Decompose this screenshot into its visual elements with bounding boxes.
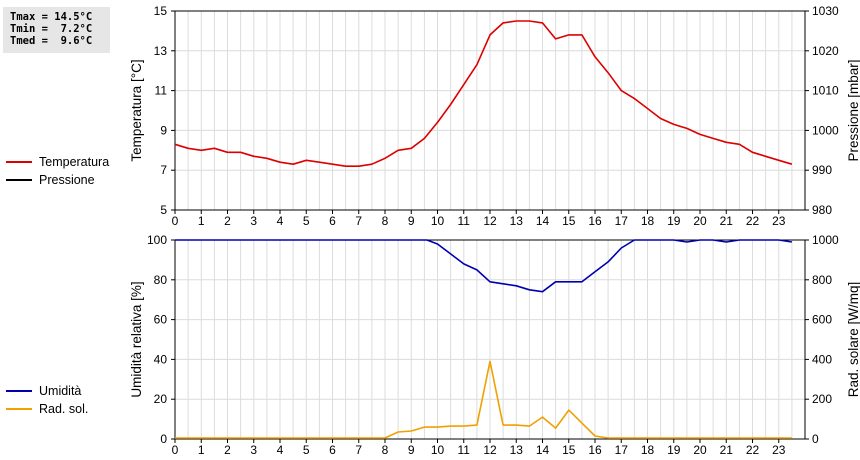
bottom-x-tick-label: 15 [562,443,576,457]
legend-label-temperatura: Temperatura [39,155,110,169]
bottom-yleft-tick-label: 0 [160,432,167,446]
top-x-tick-label: 6 [329,214,336,228]
legend-swatch-umidita [6,390,32,392]
legend-item-temperatura: Temperatura [6,153,109,171]
top-series-line-temperatura [174,20,793,167]
top-x-tick-label: 3 [250,214,257,228]
bottom-x-tick-label: 10 [431,443,445,457]
bottom-x-tick-label: 22 [746,443,760,457]
bottom-x-tick-label: 1 [198,443,205,457]
bottom-yleft-tick-label: 20 [154,392,168,406]
bottom-x-tick-label: 21 [720,443,734,457]
bottom-x-tick-label: 3 [250,443,257,457]
top-yleft-tick-label: 9 [160,123,167,137]
bottom-x-tick-label: 2 [224,443,231,457]
top-x-tick-label: 16 [588,214,602,228]
top-yleft-title: Temperatura [°C] [129,59,144,161]
top-yleft-tick-label: 13 [154,44,168,58]
bottom-x-tick-label: 12 [483,443,497,457]
top-x-tick-label: 19 [667,214,681,228]
top-x-tick-label: 0 [172,214,179,228]
stats-box: Tmax = 14.5°C Tmin = 7.2°C Tmed = 9.6°C [3,7,110,53]
top-yleft-tick-label: 5 [160,203,167,217]
legend-swatch-pressione [6,179,32,181]
bottom-x-tick-label: 5 [303,443,310,457]
bottom-x-tick-label: 8 [382,443,389,457]
top-x-tick-label: 18 [641,214,655,228]
legend-top: Temperatura Pressione [6,153,109,189]
bottom-yright-tick-label: 1000 [812,233,839,247]
legend-swatch-rad-sol [6,408,32,410]
top-yleft-tick-label: 7 [160,163,167,177]
bottom-yright-tick-label: 200 [812,392,832,406]
top-x-tick-label: 17 [615,214,629,228]
bottom-yleft-tick-label: 100 [147,233,167,247]
bottom-x-tick-label: 23 [772,443,786,457]
bottom-yleft-tick-label: 60 [154,313,168,327]
legend-swatch-temperatura [6,161,32,163]
top-yright-tick-label: 1030 [812,4,839,18]
bottom-yright-tick-label: 0 [812,432,819,446]
top-yright-tick-label: 990 [812,163,832,177]
top-x-tick-label: 7 [355,214,362,228]
bottom-series-line-umidit- [175,239,793,293]
bottom-x-tick-label: 13 [510,443,524,457]
bottom-x-tick-label: 4 [277,443,284,457]
legend-label-pressione: Pressione [39,173,95,187]
tmin-text: Tmin = 7.2°C [10,23,93,35]
bottom-yright-tick-label: 400 [812,352,832,366]
bottom-yleft-tick-label: 80 [154,273,168,287]
top-yleft-tick-label: 11 [155,84,168,98]
bottom-x-tick-label: 7 [355,443,362,457]
bottom-x-tick-label: 14 [536,443,550,457]
top-x-tick-label: 9 [408,214,415,228]
bottom-x-tick-label: 6 [329,443,336,457]
top-yright-tick-label: 1000 [812,123,839,137]
top-x-tick-label: 11 [458,214,471,228]
top-x-tick-label: 22 [746,214,760,228]
bottom-x-tick-label: 11 [458,443,471,457]
top-yright-tick-label: 980 [812,203,832,217]
bottom-yright-tick-label: 800 [812,273,832,287]
tmax-text: Tmax = 14.5°C [10,11,93,23]
top-yright-title: Pressione [mbar] [846,59,860,161]
top-x-tick-label: 4 [277,214,284,228]
top-x-tick-label: 21 [720,214,734,228]
bottom-yright-title: Rad. solare [W/mq] [846,282,860,398]
bottom-x-tick-label: 9 [408,443,415,457]
bottom-x-tick-label: 20 [693,443,707,457]
top-x-tick-label: 23 [772,214,786,228]
top-x-tick-label: 1 [198,214,205,228]
top-yright-tick-label: 1020 [812,44,839,58]
top-x-tick-label: 14 [536,214,550,228]
legend-item-rad-sol: Rad. sol. [6,400,88,418]
top-x-tick-label: 8 [382,214,389,228]
bottom-x-tick-label: 19 [667,443,681,457]
top-x-tick-label: 2 [224,214,231,228]
top-x-tick-label: 5 [303,214,310,228]
bottom-x-tick-label: 17 [615,443,629,457]
legend-item-pressione: Pressione [6,171,109,189]
bottom-x-tick-label: 18 [641,443,655,457]
bottom-x-tick-label: 0 [172,443,179,457]
legend-label-umidita: Umidità [39,384,82,398]
bottom-series-line-rad-sol- [175,360,792,439]
legend-item-umidita: Umidità [6,382,88,400]
bottom-x-tick-label: 16 [588,443,602,457]
top-x-tick-label: 12 [483,214,497,228]
legend-bottom: Umidità Rad. sol. [6,382,88,418]
top-yleft-tick-label: 15 [154,4,168,18]
bottom-yleft-tick-label: 40 [154,352,168,366]
top-yright-tick-label: 1010 [812,84,839,98]
bottom-yright-tick-label: 600 [812,313,832,327]
tmed-text: Tmed = 9.6°C [10,35,93,47]
bottom-yleft-title: Umidità relativa [%] [129,281,144,397]
top-x-tick-label: 15 [562,214,576,228]
top-x-tick-label: 20 [693,214,707,228]
legend-label-rad-sol: Rad. sol. [39,402,89,416]
top-x-tick-label: 13 [510,214,524,228]
top-x-tick-label: 10 [431,214,445,228]
